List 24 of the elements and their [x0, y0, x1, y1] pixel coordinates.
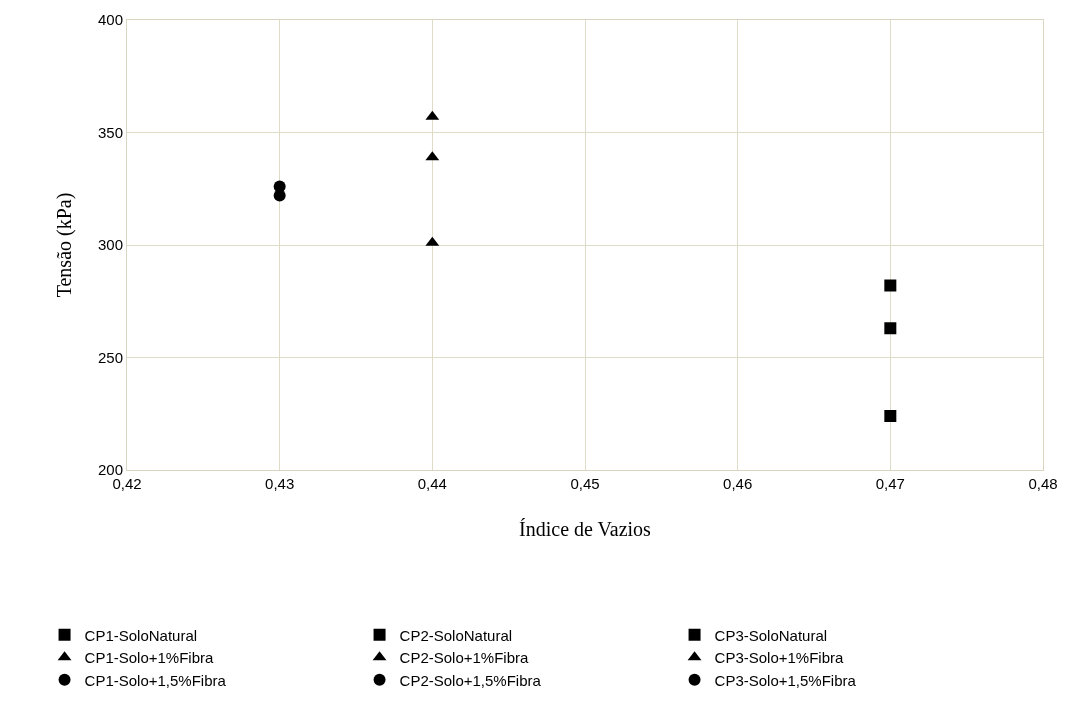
y-axis-title: Tensão (kPa): [53, 192, 77, 298]
legend-label: CP3-Solo+1%Fibra: [714, 649, 845, 667]
x-tick-label: 0,48: [1028, 475, 1058, 492]
legend-label: CP1-SoloNatural: [84, 626, 198, 644]
legend-label: CP2-Solo+1,5%Fibra: [399, 671, 542, 689]
legend-label: CP2-Solo+1%Fibra: [399, 649, 530, 667]
legend-label: CP3-Solo+1,5%Fibra: [714, 671, 857, 689]
legend-label: CP3-SoloNatural: [714, 626, 828, 644]
y-tick-label: 350: [97, 123, 123, 141]
x-axis-title: Índice de Vazios: [519, 517, 652, 540]
x-tick-label: 0,44: [417, 475, 447, 492]
point: [884, 279, 897, 292]
x-tick-label: 0,45: [570, 475, 600, 492]
x-tick-label: 0,47: [875, 475, 905, 492]
x-tick-label: 0,43: [265, 475, 295, 492]
legend-label: CP1-Solo+1,5%Fibra: [84, 671, 227, 689]
point: [884, 322, 897, 335]
legend-label: CP2-SoloNatural: [399, 626, 513, 644]
y-tick-label: 250: [97, 348, 123, 366]
legend-label: CP1-Solo+1%Fibra: [84, 649, 215, 667]
y-tick-label: 400: [97, 11, 123, 29]
y-tick-label: 300: [97, 236, 123, 254]
point: [884, 410, 897, 422]
x-tick-label: 0,46: [723, 475, 753, 492]
